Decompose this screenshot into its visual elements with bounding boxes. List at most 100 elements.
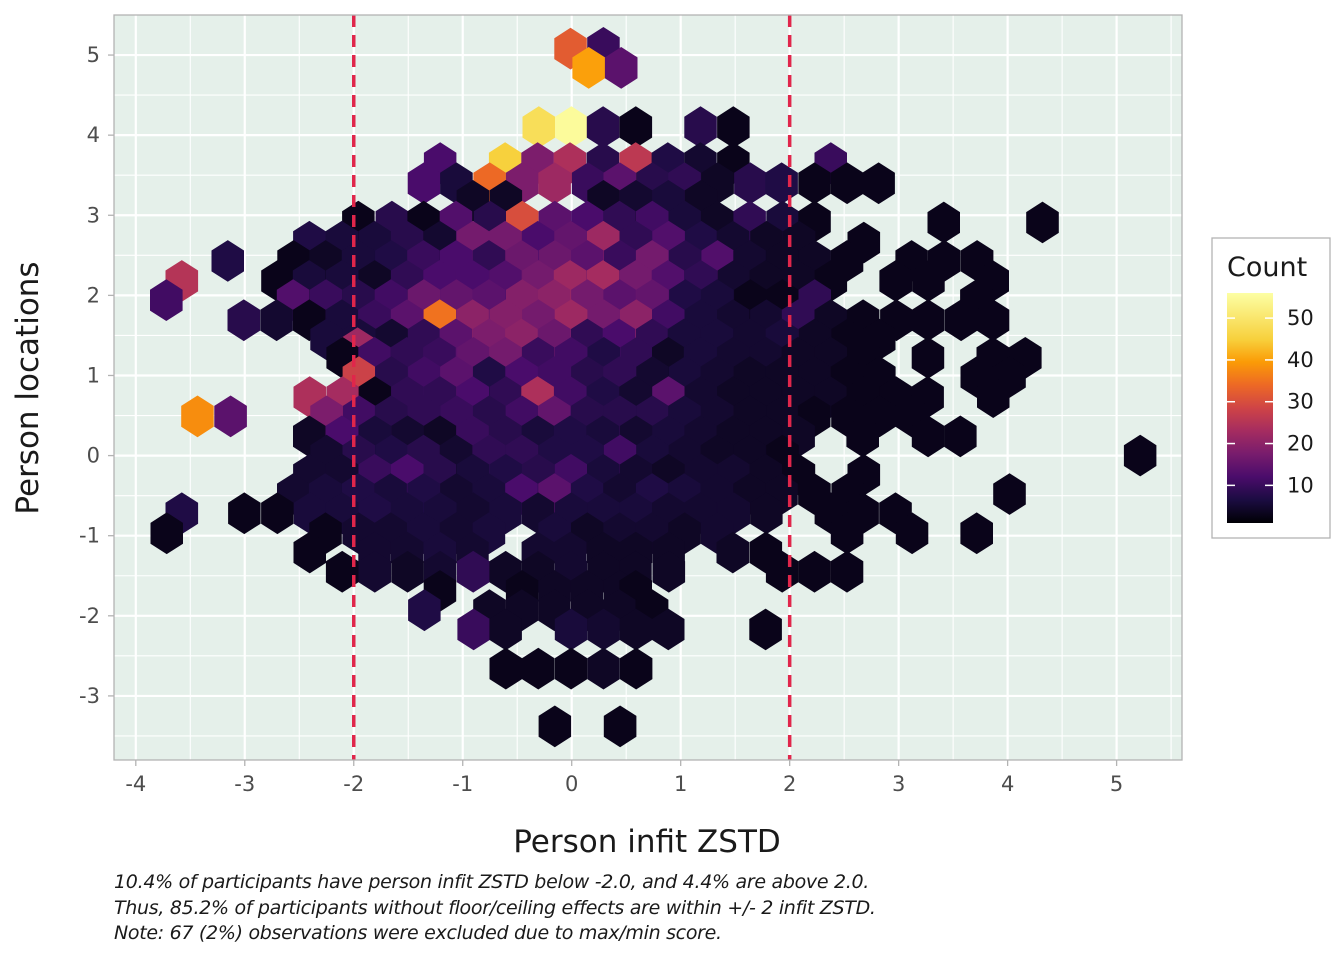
- hex-cell: [619, 106, 653, 148]
- hex-cell: [830, 162, 864, 205]
- hex-cell: [214, 395, 247, 438]
- hex-cell: [522, 647, 555, 690]
- hex-cell: [150, 279, 183, 321]
- hex-cell: [960, 512, 993, 555]
- y-axis-title: Person locations: [10, 261, 46, 514]
- hex-cell: [912, 260, 945, 302]
- hex-cell: [522, 106, 556, 148]
- hex-cell: [619, 647, 653, 690]
- hex-cell: [716, 531, 750, 574]
- hex-cell: [325, 550, 359, 593]
- x-tick-label-0: -4: [125, 772, 146, 796]
- hex-cell: [572, 47, 605, 89]
- hex-cell: [211, 240, 244, 282]
- hex-cell: [408, 589, 441, 632]
- hex-cell: [911, 415, 945, 458]
- hex-cell: [977, 376, 1010, 418]
- x-axis-ticks: -4 -3 -2 -1 0 1 2 3 4 5: [125, 760, 1123, 796]
- hex-cell: [798, 550, 831, 593]
- y-tick-label-7: 4: [87, 123, 100, 147]
- hex-cell: [879, 260, 912, 302]
- hex-cell: [554, 647, 588, 690]
- x-tick-label-3: -1: [452, 772, 473, 796]
- hex-cell: [554, 608, 588, 651]
- hex-cell: [652, 608, 685, 651]
- caption-line-3: Note: 67 (2%) observations were excluded…: [114, 922, 722, 944]
- legend-colorbar: [1227, 293, 1273, 523]
- caption-line-1: 10.4% of participants have person infit …: [114, 871, 870, 893]
- hex-cell: [457, 608, 490, 651]
- y-tick-label-3: 0: [87, 444, 100, 468]
- hex-cell: [228, 492, 261, 535]
- reference-lines: [352, 15, 792, 760]
- y-tick-label-0: -3: [79, 684, 100, 708]
- hex-cell: [911, 299, 945, 342]
- y-tick-label-4: 1: [87, 363, 100, 387]
- legend-tick-label-0: 10: [1287, 473, 1314, 497]
- hex-cell: [586, 106, 620, 148]
- y-tick-label-1: -2: [79, 604, 100, 628]
- x-tick-label-8: 4: [1001, 772, 1014, 796]
- hex-cell: [944, 415, 977, 458]
- hex-cell: [798, 162, 831, 205]
- hex-cell: [1123, 434, 1157, 477]
- legend-title: Count: [1227, 252, 1307, 283]
- hex-cell: [976, 299, 1010, 342]
- x-tick-label-7: 3: [892, 772, 905, 796]
- hex-cell: [555, 106, 588, 148]
- hex-cell: [927, 201, 960, 244]
- hex-cell: [587, 608, 620, 651]
- hex-cell: [830, 512, 864, 555]
- x-tick-label-5: 1: [674, 772, 687, 796]
- hex-cell: [604, 47, 638, 89]
- x-tick-label-4: 0: [565, 772, 578, 796]
- x-tick-label-6: 2: [783, 772, 796, 796]
- hex-cell: [358, 550, 392, 593]
- legend-tick-label-3: 40: [1287, 348, 1314, 372]
- y-tick-label-6: 3: [87, 203, 100, 227]
- hex-cell: [603, 705, 637, 748]
- legend-tick-label-1: 20: [1287, 432, 1314, 456]
- hex-cell: [181, 395, 214, 438]
- x-axis-title: Person infit ZSTD: [513, 824, 781, 860]
- y-tick-label-8: 5: [87, 43, 100, 67]
- hex-cell: [944, 299, 978, 342]
- hex-cell: [1026, 201, 1059, 244]
- hex-cell: [895, 512, 929, 555]
- hexbin-cells: [150, 27, 1157, 748]
- hex-cell: [846, 415, 879, 458]
- hex-cell: [261, 492, 294, 535]
- hex-cell: [407, 162, 441, 205]
- hex-cell: [993, 473, 1026, 515]
- hex-cell: [911, 337, 945, 379]
- hex-cell: [862, 162, 895, 205]
- hex-cell: [750, 492, 783, 535]
- caption-line-2: Thus, 85.2% of participants without floo…: [114, 896, 876, 919]
- hex-cell: [619, 608, 653, 651]
- hex-cell: [587, 647, 620, 690]
- legend-ticks: 10 20 30 40 50: [1227, 306, 1314, 497]
- hex-cell: [489, 647, 523, 690]
- y-axis-ticks: -3 -2 -1 0 1 2 3 4 5: [79, 43, 114, 708]
- caption: 10.4% of participants have person infit …: [114, 870, 1214, 947]
- legend: Count 10 20 30 40 50: [1211, 237, 1331, 539]
- hex-cell: [538, 705, 572, 748]
- hex-cell: [293, 531, 326, 574]
- hex-cell: [538, 162, 571, 205]
- hex-cell: [260, 299, 293, 342]
- x-tick-label-2: -2: [343, 772, 364, 796]
- hexbin-chart: -4 -3 -2 -1 0 1 2 3 4 5 -3 -2 -1 0 1 2 3 4 5 Person infit…: [10, 14, 1331, 860]
- hex-cell: [227, 299, 261, 342]
- y-tick-label-5: 2: [87, 283, 100, 307]
- plot-border: [113, 14, 1183, 761]
- hex-cell: [391, 550, 424, 593]
- legend-tick-label-2: 30: [1287, 390, 1314, 414]
- legend-tick-label-4: 50: [1287, 306, 1314, 330]
- x-tick-label-9: 5: [1110, 772, 1123, 796]
- hex-cell: [684, 106, 717, 148]
- hex-cell: [489, 608, 522, 651]
- hex-cell: [652, 550, 686, 593]
- x-tick-label-1: -3: [234, 772, 255, 796]
- hex-cell: [830, 550, 864, 593]
- hex-cell: [456, 550, 490, 593]
